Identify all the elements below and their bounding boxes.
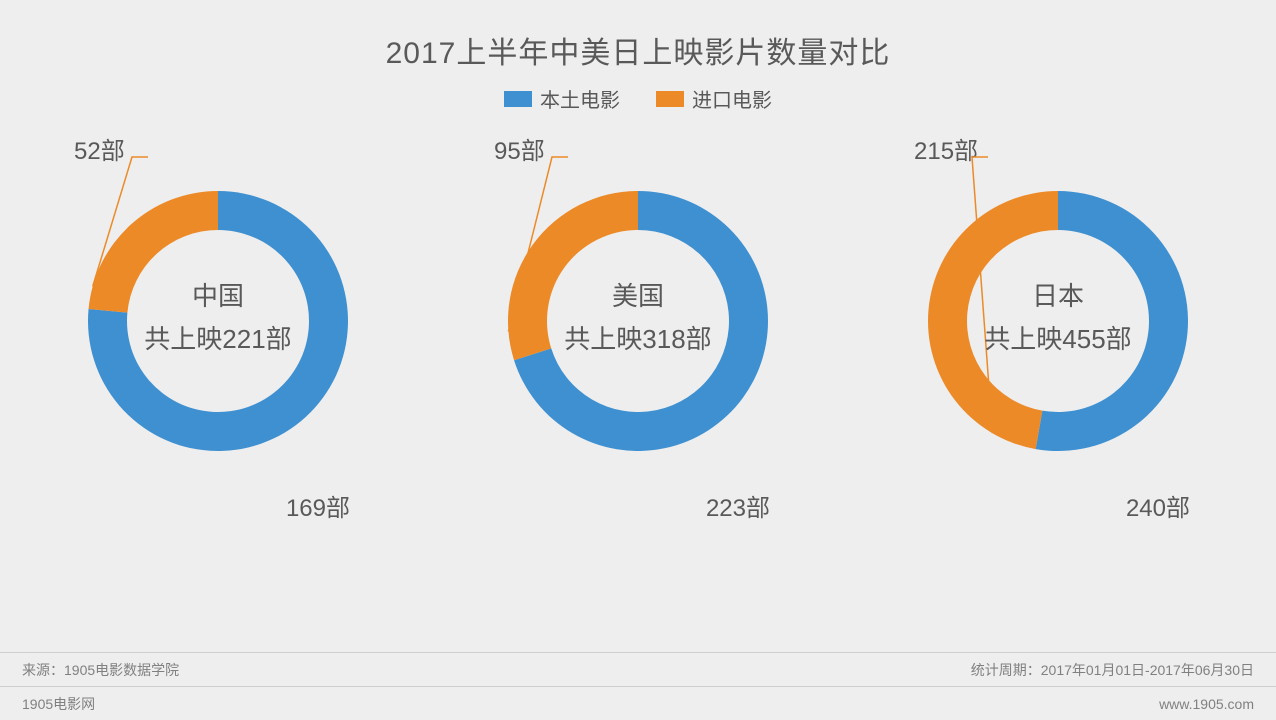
donut-0: 52部 中国 共上映221部 169部 xyxy=(58,131,378,531)
charts-row: 52部 中国 共上映221部 169部 95部 美国 共上映318部 223部 xyxy=(0,131,1276,531)
donut-country: 日本 xyxy=(898,276,1218,313)
callout-imported: 52部 xyxy=(74,131,125,166)
donut-center: 美国 共上映318部 xyxy=(478,276,798,356)
donut-total: 共上映455部 xyxy=(898,319,1218,356)
donut-center: 中国 共上映221部 xyxy=(58,276,378,356)
donut-2: 215部 日本 共上映455部 240部 xyxy=(898,131,1218,531)
legend-item-domestic: 本土电影 xyxy=(504,84,620,113)
callout-domestic: 240部 xyxy=(1126,488,1190,523)
footer-url: www.1905.com xyxy=(1159,696,1254,712)
legend-swatch-imported xyxy=(656,91,684,107)
legend: 本土电影 进口电影 xyxy=(0,84,1276,113)
callout-imported: 215部 xyxy=(914,131,978,166)
legend-swatch-domestic xyxy=(504,91,532,107)
footer: 来源：1905电影数据学院 统计周期：2017年01月01日-2017年06月3… xyxy=(0,652,1276,720)
callout-domestic: 169部 xyxy=(286,488,350,523)
donut-center: 日本 共上映455部 xyxy=(898,276,1218,356)
callout-imported: 95部 xyxy=(494,131,545,166)
chart-title: 2017上半年中美日上映影片数量对比 xyxy=(0,0,1276,72)
legend-label-imported: 进口电影 xyxy=(692,84,772,113)
donut-1: 95部 美国 共上映318部 223部 xyxy=(478,131,798,531)
footer-row-1: 来源：1905电影数据学院 统计周期：2017年01月01日-2017年06月3… xyxy=(0,652,1276,686)
footer-row-2: 1905电影网 www.1905.com xyxy=(0,686,1276,720)
donut-total: 共上映318部 xyxy=(478,319,798,356)
footer-site: 1905电影网 xyxy=(22,694,95,714)
legend-label-domestic: 本土电影 xyxy=(540,84,620,113)
callout-domestic: 223部 xyxy=(706,488,770,523)
donut-country: 美国 xyxy=(478,276,798,313)
footer-period: 统计周期：2017年01月01日-2017年06月30日 xyxy=(971,660,1254,680)
donut-country: 中国 xyxy=(58,276,378,313)
donut-total: 共上映221部 xyxy=(58,319,378,356)
footer-source: 来源：1905电影数据学院 xyxy=(22,660,179,680)
legend-item-imported: 进口电影 xyxy=(656,84,772,113)
